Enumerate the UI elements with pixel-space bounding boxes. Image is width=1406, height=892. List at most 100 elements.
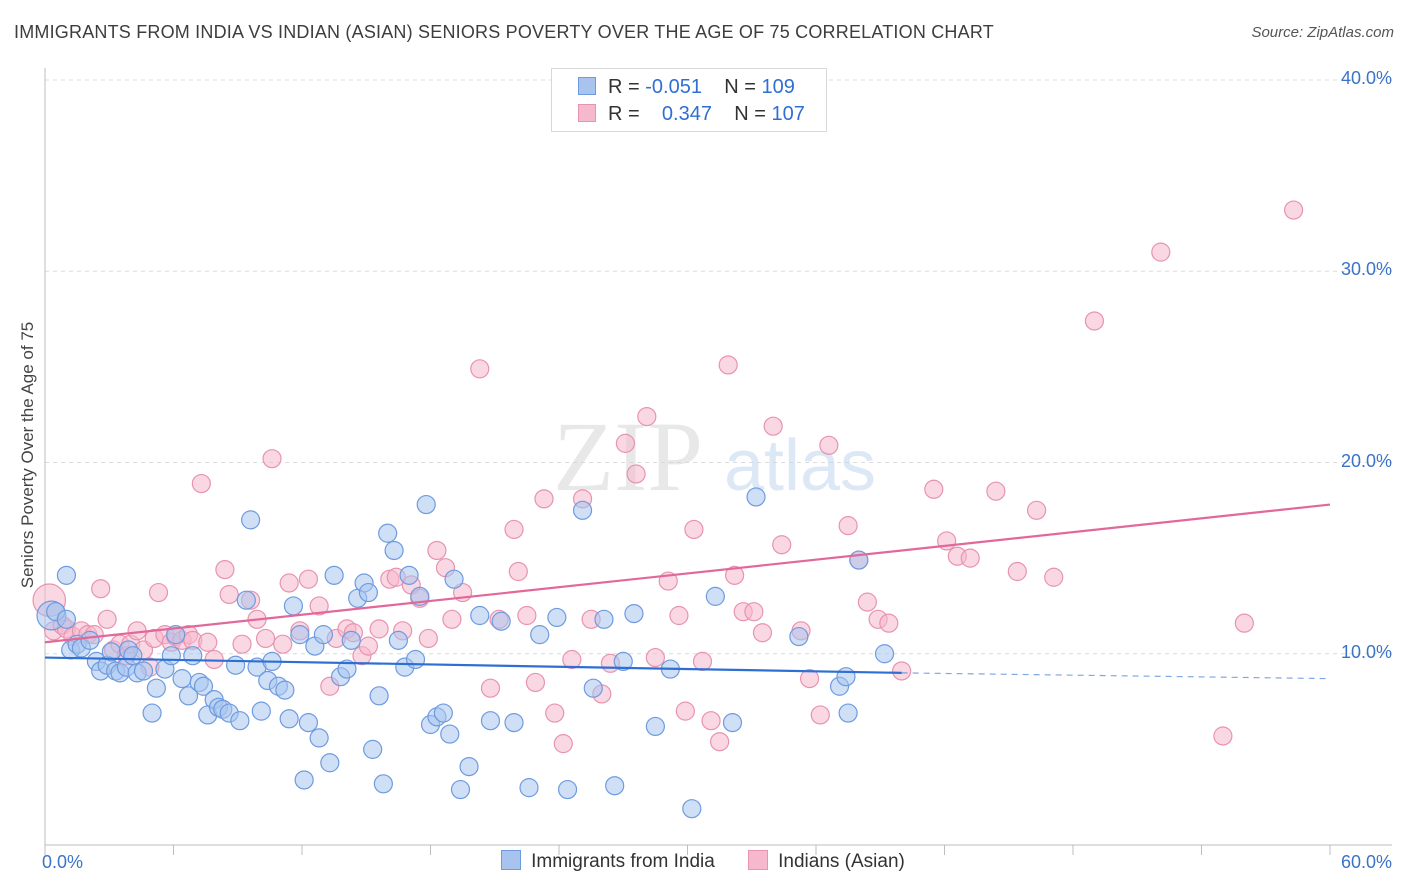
data-point (384, 540, 404, 561)
data-point (645, 647, 665, 668)
data-point (669, 605, 689, 626)
data-point (675, 701, 695, 721)
data-point (545, 703, 565, 723)
data-point (645, 716, 665, 737)
data-point (309, 596, 329, 616)
data-point (236, 590, 256, 610)
data-point (722, 712, 743, 733)
data-point (470, 605, 490, 626)
data-point (433, 703, 453, 723)
data-point (534, 489, 554, 509)
y-tick-label: 30.0% (1340, 259, 1392, 280)
legend-item-indians-asian[interactable]: Indians (Asian) (748, 850, 905, 873)
data-point (324, 565, 344, 585)
data-point (416, 494, 436, 515)
stats-legend: R = -0.051 N = 109 R = 0.347 N = 107 (551, 68, 827, 132)
data-point (341, 630, 361, 650)
data-point (789, 626, 809, 647)
trend-line-blue-extension (901, 672, 1331, 680)
data-point (91, 579, 111, 599)
data-point (1084, 311, 1105, 331)
data-point (290, 625, 310, 645)
data-point (838, 516, 858, 536)
data-point (373, 774, 393, 794)
legend-item-immigrants-from-india[interactable]: Immigrants from India (501, 850, 715, 873)
data-point (508, 561, 528, 582)
trend-line-pink (44, 503, 1331, 644)
data-point (378, 523, 398, 543)
data-point (682, 799, 702, 819)
data-point (251, 701, 271, 721)
data-point (232, 634, 252, 654)
data-point (504, 519, 524, 540)
data-point (275, 680, 295, 700)
data-point (399, 565, 419, 585)
chart-title: IMMIGRANTS FROM INDIA VS INDIAN (ASIAN) … (14, 22, 994, 42)
data-point (525, 672, 546, 693)
data-point (799, 669, 820, 689)
y-tick-label: 40.0% (1340, 68, 1392, 88)
data-point (480, 711, 501, 731)
data-point (337, 659, 357, 679)
x-tick-label-min: 0.0% (42, 852, 84, 872)
data-point (273, 634, 293, 654)
data-point (725, 565, 745, 585)
data-point (313, 625, 334, 645)
data-point (684, 519, 704, 540)
data-point (519, 778, 539, 798)
data-point (1026, 500, 1047, 520)
axes (44, 68, 1392, 855)
pink-swatch (578, 104, 596, 122)
data-point (198, 632, 218, 652)
data-point (161, 646, 181, 666)
data-point (838, 703, 858, 723)
data-point (442, 609, 462, 629)
data-point (146, 678, 166, 698)
data-point (219, 584, 239, 605)
data-point (142, 703, 162, 723)
data-point (459, 756, 479, 777)
trend-line-blue (44, 656, 902, 674)
data-point (1007, 561, 1027, 582)
grid-lines (45, 79, 1392, 655)
data-point (517, 605, 537, 626)
data-point (819, 435, 839, 455)
data-point (504, 712, 524, 733)
data-point (491, 611, 511, 631)
data-point (309, 728, 329, 748)
data-point (358, 582, 378, 603)
data-point (637, 407, 657, 427)
data-point (56, 565, 77, 585)
source-label: Source: ZipAtlas.com (1251, 24, 1394, 41)
data-point (226, 655, 246, 675)
data-point (572, 500, 593, 520)
series-legend: Immigrants from India Indians (Asian) (0, 850, 1406, 873)
data-point (836, 667, 856, 687)
data-point (874, 644, 895, 664)
data-point (279, 573, 299, 593)
data-point (557, 779, 578, 800)
data-point (358, 636, 378, 656)
data-point (710, 732, 730, 752)
y-tick-label: 20.0% (1340, 450, 1392, 471)
data-point (480, 678, 501, 698)
x-tick-label-max: 60.0% (1340, 852, 1392, 872)
data-point (763, 416, 783, 436)
data-point (283, 596, 304, 616)
data-point (615, 433, 635, 453)
data-point (1213, 726, 1233, 746)
stats-row-blue: R = -0.051 N = 109 (578, 76, 795, 99)
data-point (746, 487, 766, 507)
data-point (892, 661, 912, 681)
data-point (230, 711, 250, 731)
data-point (1044, 567, 1064, 587)
data-point (56, 609, 77, 629)
data-point (1234, 613, 1254, 633)
data-point (960, 548, 980, 568)
stats-row-pink: R = 0.347 N = 107 (578, 103, 805, 126)
watermark-atlas: atlas (724, 426, 876, 506)
data-point (440, 724, 460, 744)
data-point (444, 569, 464, 589)
data-point (547, 607, 567, 628)
data-point (427, 540, 447, 561)
